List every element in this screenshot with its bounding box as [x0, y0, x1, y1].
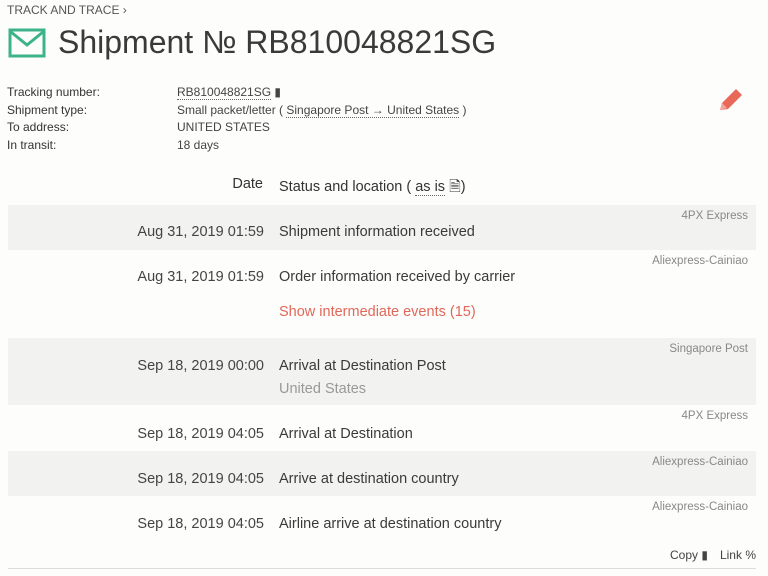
table-row: Sep 18, 2019 04:05 Arrive at destination … — [8, 451, 756, 496]
type-value: Small packet/letter ( — [177, 102, 284, 117]
link-button[interactable]: Link % — [719, 548, 756, 562]
as-is-toggle[interactable]: as is — [415, 179, 446, 196]
copy-icon: ▮ — [701, 548, 708, 562]
table-row: Sep 18, 2019 04:05 Airline arrive at dest… — [137, 501, 748, 532]
divider — [8, 568, 756, 569]
transit-value: 18 days — [177, 137, 220, 152]
table-row: Aug 31, 2019 01:59 Shipment information r… — [8, 205, 756, 250]
translate-icon[interactable]: 🗎 — [449, 179, 461, 195]
table-row: Sep 18, 2019 04:05 Arrival at Destination… — [137, 410, 748, 442]
type-label: Shipment type: — [7, 102, 88, 117]
address-value: UNITED STATES — [177, 120, 270, 134]
status-header: Status and location ( as is 🗎) — [279, 179, 466, 196]
shipment-info: Tracking number: RB810048821SG ▮ Shipment… — [7, 84, 467, 154]
table-row: Aug 31, 2019 01:59 Order information rece… — [137, 255, 748, 320]
show-intermediate-events-link[interactable]: Show intermediate events (15) — [279, 304, 476, 320]
events-table: Aug 31, 2019 01:59 Shipment information r… — [8, 205, 756, 542]
tracking-label: Tracking number: — [7, 85, 100, 99]
link-icon: % — [745, 548, 756, 562]
address-label: To address: — [7, 120, 70, 134]
footer-actions: Copy ▮ Link % — [670, 548, 756, 562]
page-title: Shipment № RB810048821SG — [58, 24, 497, 60]
route-link[interactable]: Singapore Post → United States — [286, 102, 460, 118]
date-header: Date — [232, 176, 263, 192]
breadcrumb[interactable]: TRACK AND TRACE › — [7, 3, 127, 17]
copy-button[interactable]: Copy ▮ — [670, 548, 708, 562]
copy-icon[interactable]: ▮ — [274, 85, 282, 99]
envelope-icon — [8, 28, 46, 57]
page-title-block: Shipment № RB810048821SG — [8, 24, 496, 61]
tracking-number[interactable]: RB810048821SG — [177, 85, 272, 100]
type-close: ) — [462, 102, 467, 117]
transit-label: In transit: — [7, 137, 57, 152]
pencil-icon[interactable] — [716, 86, 746, 114]
table-row: Sep 18, 2019 00:00 Arrival at Destination… — [8, 338, 756, 405]
